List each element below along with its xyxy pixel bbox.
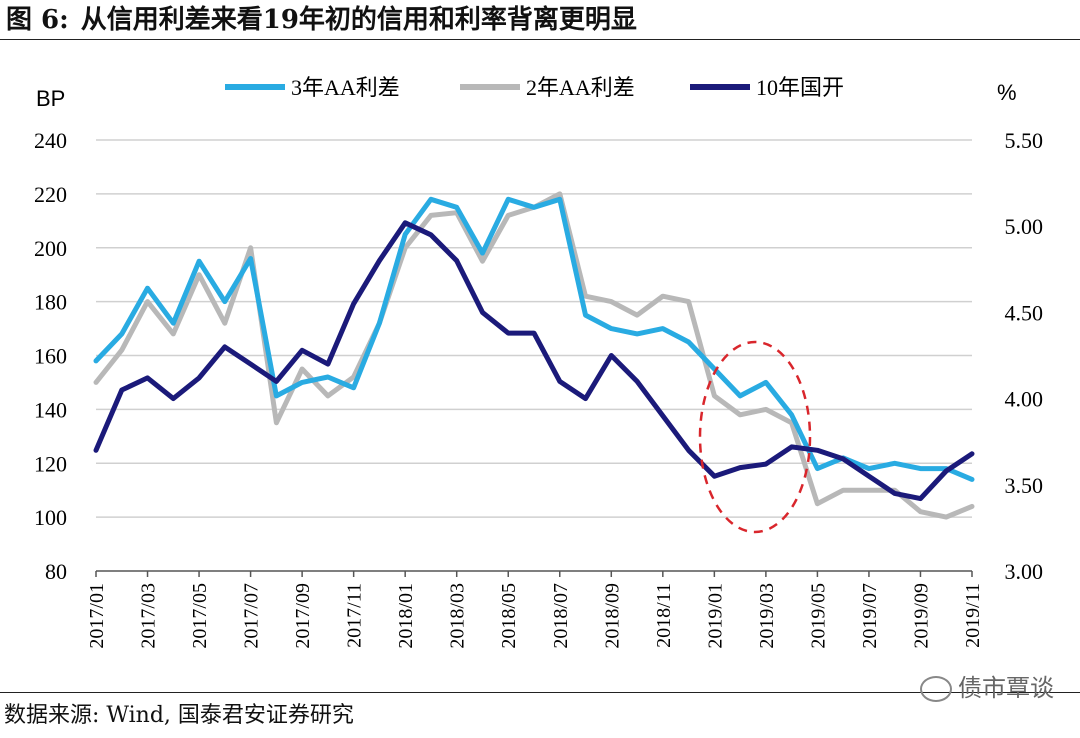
y-left-tick-label: 220 [34,182,67,207]
x-tick-label: 2018/03 [447,583,469,649]
line-chart: 240 220 200 180 160 140 120 100 80 5.50 5.00 4.50 4.… [34,75,1043,649]
x-tick-label: 2019/05 [807,583,829,649]
x-tick-label: 2018/09 [601,583,623,649]
x-tick-label: 2017/05 [189,583,211,649]
x-tick-label: 2017/03 [138,583,160,649]
y-right-tick-label: 5.50 [1005,128,1044,153]
watermark: 债市覃谈 [920,668,1054,703]
y-right-tick-label: 5.00 [1005,214,1044,239]
legend-label: 10年国开 [756,75,844,100]
y-left-tick-label: 200 [34,236,67,261]
y-left-tick-label: 120 [34,451,67,476]
figure-title: 图 6: 从信用利差来看19年初的信用和利率背离更明显 [0,0,1080,40]
y-left-tick-label: 180 [34,290,67,315]
wechat-icon [920,676,952,702]
tick-labels: 240 220 200 180 160 140 120 100 80 5.50 5.00 4.50 4.… [34,128,1043,649]
x-tick-label: 2019/01 [704,583,726,649]
x-tick-label: 2019/11 [962,583,984,648]
y-right-tick-label: 4.00 [1005,387,1044,412]
y-left-tick-label: 240 [34,128,67,153]
highlight-ellipse [698,340,812,534]
x-tick-label: 2017/07 [241,583,263,649]
axes [95,570,973,577]
figure-label: 图 6: [6,5,69,35]
y-left-tick-label: 80 [45,559,67,584]
x-tick-label: 2019/07 [859,583,881,649]
y-right-tick-label: 3.50 [1005,473,1044,498]
legend-label: 3年AA利差 [291,75,400,100]
x-tick-label: 2018/07 [550,583,572,649]
figure-title-text: 从信用利差来看19年初的信用和利率背离更明显 [80,5,637,35]
y-left-axis-label: BP [36,86,65,111]
series-line [93,220,975,502]
series-lines [93,191,975,520]
x-tick-label: 2018/11 [653,583,675,648]
y-left-tick-label: 140 [34,397,67,422]
y-right-axis-label: % [997,80,1017,105]
y-left-tick-label: 160 [34,344,67,369]
y-right-tick-label: 3.00 [1005,559,1044,584]
legend: 3年AA利差 2年AA利差 10年国开 [225,75,844,100]
source-note: 数据来源: Wind, 国泰君安证券研究 [0,692,1080,737]
series-line [93,196,975,482]
y-right-tick-label: 4.50 [1005,300,1044,325]
x-tick-label: 2017/11 [344,583,366,648]
x-tick-label: 2018/05 [498,583,520,649]
x-tick-label: 2018/01 [395,583,417,649]
y-left-tick-label: 100 [34,505,67,530]
x-tick-label: 2019/03 [756,583,778,649]
watermark-text: 债市覃谈 [958,674,1054,702]
x-tick-label: 2017/01 [86,583,108,649]
x-tick-label: 2017/09 [292,583,314,649]
x-tick-label: 2019/09 [910,583,932,649]
legend-label: 2年AA利差 [526,75,635,100]
